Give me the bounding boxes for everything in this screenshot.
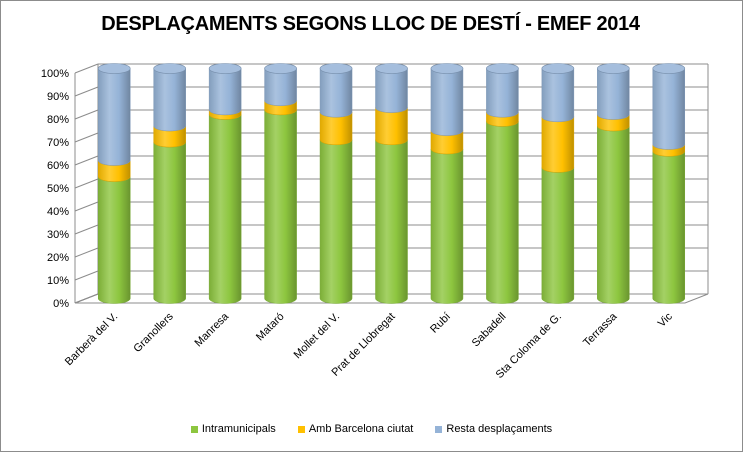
bar-segment-intramunicipals (98, 177, 130, 304)
bar-segment-resta-despla-aments (542, 69, 574, 122)
gridline-side (75, 225, 98, 234)
legend-swatch (191, 426, 198, 433)
y-tick-label: 40% (47, 206, 69, 218)
bar-segment-intramunicipals (653, 151, 685, 303)
legend-item-amb-barcelona: Amb Barcelona ciutat (298, 423, 414, 435)
legend-item-intramunicipals: Intramunicipals (191, 423, 276, 435)
x-tick-label: Barberà del V. (63, 311, 120, 368)
legend-swatch (435, 426, 442, 433)
bar-segment-resta-despla-aments (265, 69, 297, 106)
gridline-side (75, 87, 98, 96)
gridline-side (75, 248, 98, 257)
x-tick-label: Terrassa (581, 310, 620, 349)
bar-top-cap (431, 64, 463, 74)
bar-segment-amb-barcelona-ciutat (376, 108, 408, 145)
bar-top-cap (486, 64, 518, 74)
bar-segment-amb-barcelona-ciutat (542, 117, 574, 173)
bar-segment-resta-despla-aments (154, 69, 186, 132)
y-tick-label: 90% (47, 91, 69, 103)
x-tick-label: Rubí (428, 311, 453, 336)
x-tick-label: Granollers (131, 310, 176, 355)
y-tick-label: 0% (53, 298, 69, 310)
bar-segment-intramunicipals (265, 110, 297, 304)
bar-top-cap (653, 64, 685, 74)
gridline-side (75, 179, 98, 188)
y-tick-label: 30% (47, 229, 69, 241)
y-tick-label: 10% (47, 275, 69, 287)
legend-label: Amb Barcelona ciutat (309, 423, 414, 435)
legend-label: Resta desplaçaments (446, 423, 552, 435)
gridline-side (75, 202, 98, 211)
bar-segment-resta-despla-aments (209, 69, 241, 115)
x-tick-label: Manresa (193, 310, 232, 349)
bar-segment-resta-despla-aments (431, 69, 463, 136)
y-tick-label: 80% (47, 114, 69, 126)
bar-segment-resta-despla-aments (98, 69, 130, 166)
legend-swatch (298, 426, 305, 433)
bar-segment-resta-despla-aments (597, 69, 629, 120)
y-tick-label: 20% (47, 252, 69, 264)
gridline-side (75, 64, 98, 73)
x-tick-label: Sabadell (470, 311, 509, 350)
bar-segment-intramunicipals (376, 140, 408, 304)
bar-segment-resta-despla-aments (320, 69, 352, 118)
bar-segment-intramunicipals (154, 142, 186, 303)
bar-top-cap (376, 64, 408, 74)
bar-top-cap (265, 64, 297, 74)
x-tick-label: Vic (656, 310, 676, 330)
y-tick-label: 50% (47, 183, 69, 195)
y-tick-label: 60% (47, 160, 69, 172)
bar-top-cap (209, 64, 241, 74)
gridline-side (75, 156, 98, 165)
bar-segment-intramunicipals (209, 115, 241, 304)
bar-segment-intramunicipals (486, 121, 518, 303)
legend: Intramunicipals Amb Barcelona ciutat Res… (0, 423, 743, 435)
bar-top-cap (542, 64, 574, 74)
gridline-side (75, 133, 98, 142)
gridline-side (75, 110, 98, 119)
bar-segment-intramunicipals (320, 140, 352, 304)
bar-segment-resta-despla-aments (376, 69, 408, 113)
bar-segment-intramunicipals (542, 167, 574, 303)
bar-segment-intramunicipals (431, 149, 463, 304)
gridline-side (75, 271, 98, 280)
legend-item-resta: Resta desplaçaments (435, 423, 552, 435)
y-tick-label: 70% (47, 137, 69, 149)
legend-label: Intramunicipals (202, 423, 276, 435)
bar-segment-intramunicipals (597, 126, 629, 304)
bar-segment-resta-despla-aments (653, 69, 685, 150)
x-tick-label: Mollet del V. (292, 311, 343, 362)
y-tick-label: 100% (41, 68, 69, 80)
bar-top-cap (320, 64, 352, 74)
bar-top-cap (98, 64, 130, 74)
bar-segment-resta-despla-aments (486, 69, 518, 118)
x-tick-label: Mataró (254, 311, 287, 344)
bar-top-cap (597, 64, 629, 74)
bar-top-cap (154, 64, 186, 74)
